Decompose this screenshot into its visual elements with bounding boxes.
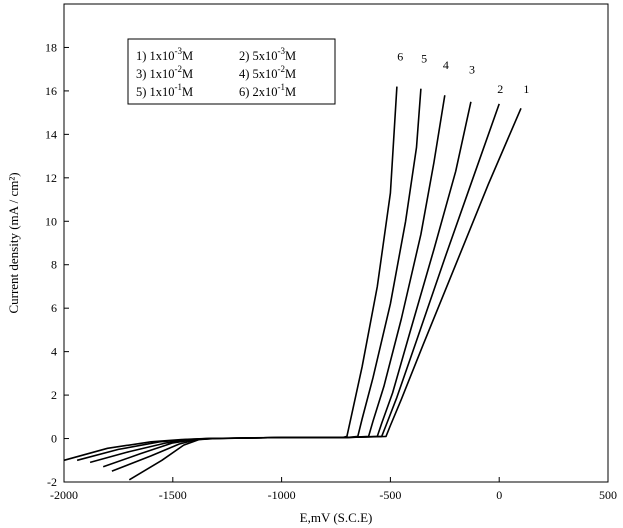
series-line-1	[128, 107, 522, 481]
y-tick-label: -2	[47, 475, 57, 489]
legend: 1) 1x10-3M 2) 5x10-3M 3) 1x10-2M 4) 5x10-2M…	[127, 38, 336, 105]
y-axis-ticks: -2 0 2 4 6 8 10 12 14 16 18	[45, 40, 69, 489]
legend-entry-3: 3) 1x10-2M	[136, 64, 193, 81]
x-tick-label: -1500	[159, 488, 187, 502]
series-line-5	[76, 88, 422, 462]
x-axis-title: E,mV (S.C.E)	[300, 510, 373, 525]
curve-label-1: 1	[523, 82, 529, 96]
curve-label-2: 2	[497, 82, 503, 96]
y-tick-label: 2	[51, 388, 57, 402]
plot-frame	[63, 3, 609, 483]
x-tick-label: -500	[379, 488, 401, 502]
y-tick-label: 16	[45, 84, 57, 98]
curve-label-6: 6	[397, 49, 403, 63]
legend-entry-5: 5) 1x10-1M	[136, 82, 193, 99]
legend-entry-2: 2) 5x10-3M	[239, 46, 296, 63]
y-tick-label: 10	[45, 214, 57, 228]
y-tick-label: 14	[45, 127, 57, 141]
legend-entry-1: 1) 1x10-3M	[136, 46, 193, 63]
legend-box	[127, 38, 336, 105]
x-tick-label: -2000	[50, 488, 78, 502]
series-layer	[63, 86, 522, 481]
y-axis-title: Current density (mA / cm²)	[6, 172, 21, 313]
y-tick-label: 8	[51, 258, 57, 272]
y-tick-label: 0	[51, 432, 57, 446]
series-line-4	[89, 95, 446, 464]
y-tick-label: 12	[45, 171, 57, 185]
series-line-6	[63, 86, 398, 462]
x-axis-ticks: -2000 -1500 -1000 -500 0 500	[50, 477, 617, 502]
x-tick-label: -1000	[268, 488, 296, 502]
y-tick-label: 6	[51, 301, 57, 315]
curve-label-5: 5	[421, 52, 427, 66]
x-tick-label: 0	[496, 488, 502, 502]
legend-entry-6: 6) 2x10-1M	[239, 82, 296, 99]
legend-entry-4: 4) 5x10-2M	[239, 64, 296, 81]
y-tick-label: 4	[51, 345, 57, 359]
x-tick-label: 500	[599, 488, 617, 502]
curve-label-4: 4	[443, 58, 449, 72]
curve-labels: 6 5 4 3 2 1	[397, 49, 529, 96]
y-tick-label: 18	[45, 40, 57, 54]
curve-label-3: 3	[469, 63, 475, 77]
series-line-2	[111, 103, 500, 472]
